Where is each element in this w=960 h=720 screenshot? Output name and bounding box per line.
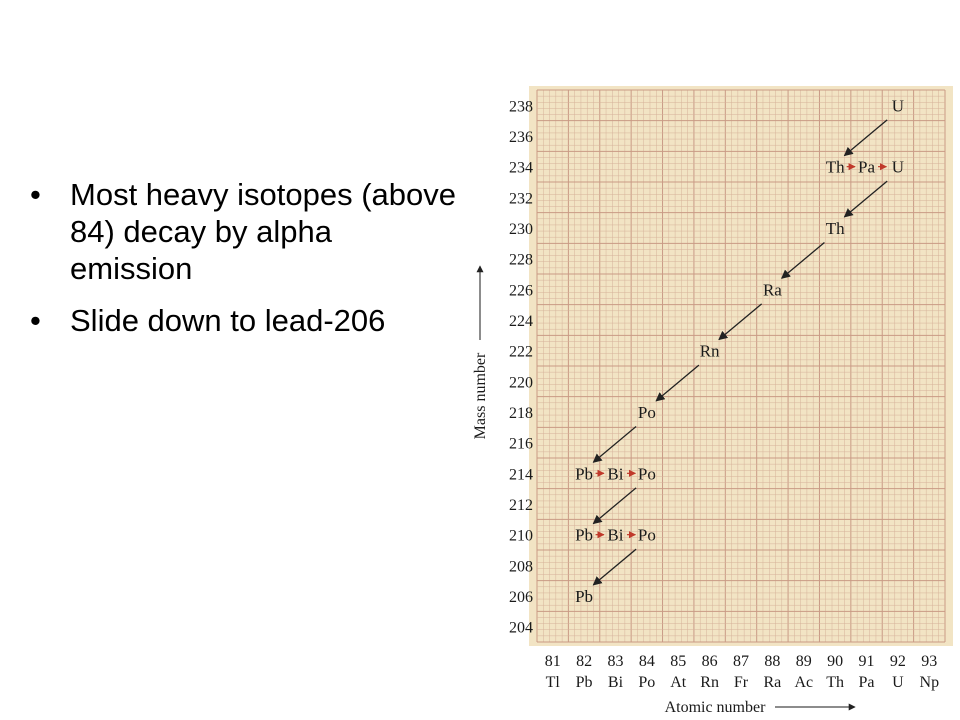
x-tick-number: 91 bbox=[859, 653, 875, 670]
decay-series-chart: 238 236 234 232 230 228 226 224 222 220 218 216 214 2… bbox=[455, 78, 960, 720]
x-tick-symbol: Fr bbox=[734, 674, 749, 691]
grid-lines bbox=[536, 89, 946, 643]
nuclide-label: Bi bbox=[607, 464, 623, 483]
alpha-decay-arrow bbox=[843, 180, 888, 218]
nuclide-label: Po bbox=[638, 526, 656, 545]
x-tick-symbol: Bi bbox=[608, 674, 624, 691]
bullet-text: Most heavy isotopes (above 84) decay by … bbox=[70, 177, 456, 286]
decay-chart-svg: 238 236 234 232 230 228 226 224 222 220 218 216 214 2… bbox=[472, 86, 953, 716]
x-tick-number: 85 bbox=[670, 653, 686, 670]
y-tick-label: 234 bbox=[509, 160, 533, 177]
nuclide-label: Th bbox=[826, 219, 845, 238]
y-tick-label: 220 bbox=[509, 374, 533, 391]
x-tick-symbol: Rn bbox=[700, 674, 719, 691]
bullet-list: Most heavy isotopes (above 84) decay by … bbox=[30, 176, 460, 354]
nuclide-label: Po bbox=[638, 403, 656, 422]
nuclide-label: Pb bbox=[575, 464, 593, 483]
alpha-decay-arrow bbox=[843, 119, 888, 157]
alpha-decay-arrow bbox=[655, 364, 700, 402]
x-tick-symbol: Pb bbox=[576, 674, 593, 691]
y-axis-title: Mass number bbox=[472, 352, 489, 439]
alpha-decay-arrow bbox=[780, 241, 825, 279]
x-tick-number: 83 bbox=[607, 653, 623, 670]
x-tick-symbol: Po bbox=[638, 674, 655, 691]
nuclide-label: Pb bbox=[575, 526, 593, 545]
nuclide-label: Ra bbox=[763, 280, 782, 299]
y-tick-label: 214 bbox=[509, 466, 533, 483]
x-tick-number: 87 bbox=[733, 653, 749, 670]
x-tick-number: 93 bbox=[921, 653, 937, 670]
x-tick-symbol: Pa bbox=[859, 674, 875, 691]
y-tick-label: 218 bbox=[509, 405, 533, 422]
nuclide-labels: U Th Pa U Th Ra Rn Po Pb Bi Po Pb Bi Po Pb bbox=[575, 96, 904, 606]
x-tick-symbol: Tl bbox=[546, 674, 561, 691]
axis-titles: Mass number Atomic number bbox=[472, 265, 856, 716]
x-tick-number: 88 bbox=[764, 653, 780, 670]
y-tick-label: 226 bbox=[509, 282, 533, 299]
y-tick-label: 216 bbox=[509, 436, 533, 453]
y-tick-labels: 238 236 234 232 230 228 226 224 222 220 218 216 214 2… bbox=[509, 98, 533, 636]
x-tick-symbol: Np bbox=[920, 674, 940, 691]
x-tick-number: 81 bbox=[545, 653, 561, 670]
nuclide-label: Po bbox=[638, 464, 656, 483]
alpha-decay-arrow bbox=[592, 548, 637, 586]
nuclide-label: U bbox=[892, 158, 904, 177]
y-tick-label: 204 bbox=[509, 620, 533, 637]
y-tick-label: 222 bbox=[509, 344, 533, 361]
x-tick-number: 90 bbox=[827, 653, 843, 670]
nuclide-label: Th bbox=[826, 158, 845, 177]
x-tick-number: 84 bbox=[639, 653, 655, 670]
bullet-item: Slide down to lead-206 bbox=[30, 302, 460, 339]
y-tick-label: 206 bbox=[509, 589, 533, 606]
nuclide-label: Rn bbox=[700, 342, 720, 361]
x-tick-symbol: At bbox=[670, 674, 687, 691]
nuclide-label: U bbox=[892, 96, 904, 115]
alpha-decay-arrow bbox=[718, 303, 763, 341]
y-tick-label: 224 bbox=[509, 313, 533, 330]
y-tick-label: 232 bbox=[509, 190, 533, 207]
x-tick-symbol: Ac bbox=[794, 674, 813, 691]
x-tick-number: 82 bbox=[576, 653, 592, 670]
x-tick-symbol: Th bbox=[826, 674, 844, 691]
decay-arrows bbox=[592, 119, 888, 586]
y-tick-label: 228 bbox=[509, 252, 533, 269]
x-tick-symbol: U bbox=[892, 674, 904, 691]
alpha-decay-arrow bbox=[592, 425, 637, 463]
alpha-decay-arrow bbox=[592, 487, 637, 525]
x-tick-number: 89 bbox=[796, 653, 812, 670]
y-tick-label: 238 bbox=[509, 98, 533, 115]
x-tick-symbol: Ra bbox=[763, 674, 781, 691]
x-tick-number: 92 bbox=[890, 653, 906, 670]
bullet-text: Slide down to lead-206 bbox=[70, 303, 386, 338]
y-tick-label: 210 bbox=[509, 528, 533, 545]
y-tick-label: 236 bbox=[509, 129, 533, 146]
y-tick-label: 230 bbox=[509, 221, 533, 238]
x-tick-number: 86 bbox=[702, 653, 718, 670]
nuclide-label: Pb bbox=[575, 587, 593, 606]
x-axis-title: Atomic number bbox=[665, 699, 767, 716]
nuclide-label: Pa bbox=[858, 158, 875, 177]
x-tick-labels: 81 Tl 82 Pb 83 Bi 84 Po 85 At 86 Rn 87 Fr 88 Ra 89 Ac 90 Th… bbox=[545, 653, 939, 691]
bullet-item: Most heavy isotopes (above 84) decay by … bbox=[30, 176, 460, 287]
y-tick-label: 208 bbox=[509, 558, 533, 575]
y-tick-label: 212 bbox=[509, 497, 533, 514]
nuclide-label: Bi bbox=[607, 526, 623, 545]
